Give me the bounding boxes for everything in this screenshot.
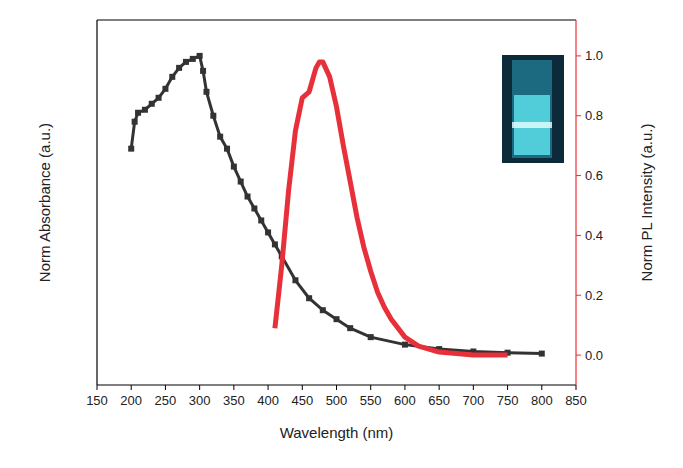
x-tick	[439, 385, 440, 390]
x-tick	[165, 385, 166, 390]
series-marker	[128, 146, 134, 152]
series-marker	[224, 146, 230, 152]
series-marker	[176, 65, 182, 71]
y2-tick-label: 0.8	[585, 108, 603, 123]
x-tick	[131, 385, 132, 390]
chart: 150 200 250 300 350 400 450 500 550 600 650 700 750 8…	[0, 0, 683, 468]
y2-axis	[575, 20, 576, 385]
inset-photo	[502, 55, 564, 163]
x-tick-label: 750	[497, 393, 519, 408]
series-marker	[272, 241, 278, 247]
y2-tick	[576, 355, 581, 356]
x-axis-title: Wavelength (nm)	[280, 424, 394, 441]
y2-tick	[576, 115, 581, 116]
x-tick	[302, 385, 303, 390]
x-tick-label: 700	[463, 393, 485, 408]
series-marker	[292, 277, 298, 283]
series-marker	[265, 229, 271, 235]
x-tick	[336, 385, 337, 390]
x-tick	[370, 385, 371, 390]
x-tick	[97, 385, 98, 390]
y2-tick-label: 0.0	[585, 348, 603, 363]
series-marker	[217, 134, 223, 140]
inset-cuvette	[512, 60, 552, 158]
y2-tick-label: 0.4	[585, 228, 603, 243]
x-tick-label: 600	[394, 393, 416, 408]
y2-axis-title: Norm PL Intensity (a.u.)	[638, 124, 655, 282]
series-marker	[238, 179, 244, 185]
series-marker	[135, 110, 141, 116]
y2-tick	[576, 55, 581, 56]
x-tick	[268, 385, 269, 390]
series-marker	[251, 205, 257, 211]
x-tick	[233, 385, 234, 390]
series-marker	[162, 86, 168, 92]
x-tick	[404, 385, 405, 390]
series-marker	[132, 119, 138, 125]
x-tick	[507, 385, 508, 390]
series-marker	[149, 101, 155, 107]
series-marker	[156, 95, 162, 101]
x-tick	[473, 385, 474, 390]
series-marker	[197, 53, 203, 59]
series-marker	[306, 295, 312, 301]
y2-tick-label: 0.6	[585, 168, 603, 183]
x-tick-label: 400	[257, 393, 279, 408]
series-marker	[539, 351, 545, 357]
y2-tick	[576, 295, 581, 296]
x-tick-label: 800	[531, 393, 553, 408]
series-marker	[334, 316, 340, 322]
x-tick-label: 850	[565, 393, 587, 408]
x-tick-label: 500	[326, 393, 348, 408]
y2-tick	[576, 175, 581, 176]
x-tick-label: 550	[360, 393, 382, 408]
series-marker	[183, 59, 189, 65]
series-marker	[231, 164, 237, 170]
y2-tick-label: 1.0	[585, 48, 603, 63]
x-tick-label: 450	[291, 393, 313, 408]
frame-top	[97, 19, 576, 20]
x-tick-label: 350	[223, 393, 245, 408]
inset-bg	[502, 55, 564, 163]
series-marker	[245, 194, 251, 200]
series-marker	[142, 107, 148, 113]
y2-tick	[576, 235, 581, 236]
y-axis-title: Norm Absorbance (a.u.)	[36, 123, 53, 282]
series-marker	[402, 342, 408, 348]
y-axis	[96, 20, 97, 385]
x-tick-label: 150	[86, 393, 108, 408]
x-tick	[199, 385, 200, 390]
x-tick-label: 300	[189, 393, 211, 408]
series-marker	[203, 89, 209, 95]
series-marker	[320, 307, 326, 313]
series-group	[128, 53, 545, 357]
x-tick-label: 650	[428, 393, 450, 408]
x-tick-label: 250	[155, 393, 177, 408]
series-marker	[200, 68, 206, 74]
series-line	[275, 62, 508, 355]
x-tick-label: 200	[120, 393, 142, 408]
series-marker	[190, 56, 196, 62]
x-tick	[576, 385, 577, 390]
y2-tick-label: 0.2	[585, 288, 603, 303]
series-marker	[210, 113, 216, 119]
series-marker	[169, 74, 175, 80]
inset-glow	[512, 122, 552, 128]
series-marker	[258, 217, 264, 223]
x-tick	[541, 385, 542, 390]
series-marker	[368, 334, 374, 340]
series-marker	[347, 325, 353, 331]
